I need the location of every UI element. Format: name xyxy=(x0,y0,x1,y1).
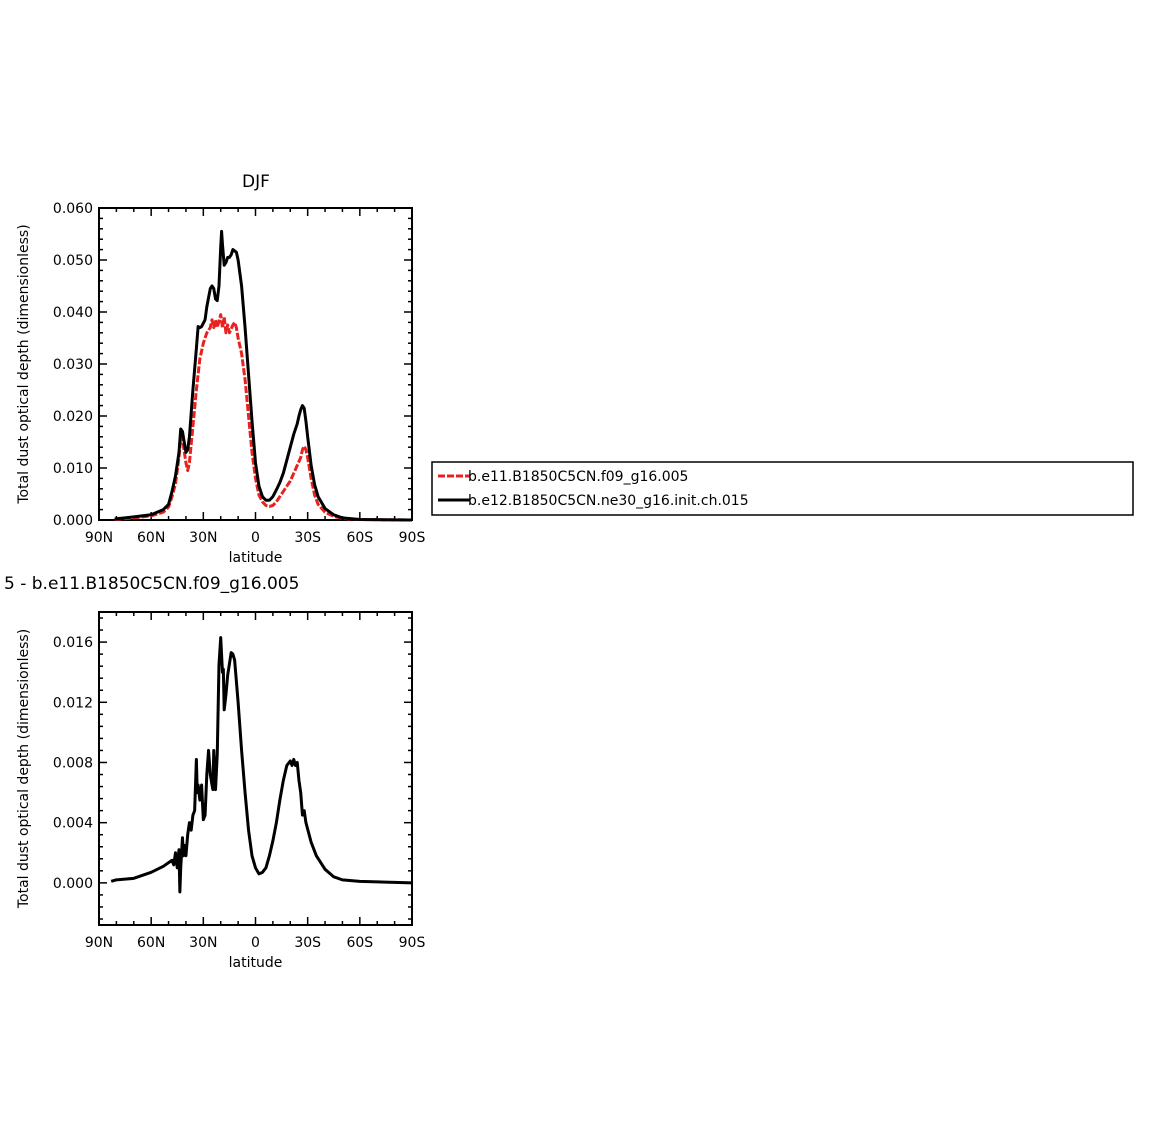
x-axis-label: latitude xyxy=(229,550,283,566)
y-axis-label: Total dust optical depth (dimensionless) xyxy=(16,224,32,504)
plot-frame xyxy=(98,611,413,926)
legend-box xyxy=(431,461,1134,516)
y-tick-label: 0.016 xyxy=(53,635,93,651)
x-tick-label: 90N xyxy=(85,530,113,546)
x-tick-label: 90S xyxy=(399,530,426,546)
y-tick-label: 0.012 xyxy=(53,695,93,711)
legend-label-2: b.e12.B1850C5CN.ne30_g16.init.ch.015 xyxy=(468,493,749,509)
x-tick-label: 0 xyxy=(251,530,260,546)
x-tick-label: 90N xyxy=(85,935,113,951)
x-tick-label: 60N xyxy=(137,935,165,951)
legend: b.e11.B1850C5CN.f09_g16.005 b.e12.B1850C5… xyxy=(431,461,1134,516)
y-tick-label: 0.004 xyxy=(53,816,93,832)
series-line-1 xyxy=(114,313,413,522)
series-line-1 xyxy=(110,636,413,894)
series-line-2 xyxy=(114,229,413,522)
legend-label-1: b.e11.B1850C5CN.f09_g16.005 xyxy=(468,469,688,485)
x-tick-label: 30S xyxy=(294,530,321,546)
y-tick-label: 0.040 xyxy=(53,305,93,321)
x-tick-label: 60S xyxy=(346,530,373,546)
x-tick-label: 30N xyxy=(189,530,217,546)
y-tick-label: 0.000 xyxy=(53,876,93,892)
x-tick-label: 30S xyxy=(294,935,321,951)
y-tick-label: 0.030 xyxy=(53,357,93,373)
x-axis-label: latitude xyxy=(229,955,283,971)
chart-title: 5 - b.e11.B1850C5CN.f09_g16.005 xyxy=(4,574,299,594)
x-tick-label: 60N xyxy=(137,530,165,546)
x-tick-label: 0 xyxy=(251,935,260,951)
y-tick-label: 0.060 xyxy=(53,201,93,217)
x-tick-label: 30N xyxy=(189,935,217,951)
y-axis-label: Total dust optical depth (dimensionless) xyxy=(16,629,32,909)
top-panel-djf: DJF 90N 60N 30N 0 30S 60S 90S 0.000 0.010 0.020 0.0… xyxy=(16,172,425,566)
chart-title: DJF xyxy=(242,172,270,192)
y-tick-label: 0.020 xyxy=(53,409,93,425)
x-tick-label: 60S xyxy=(346,935,373,951)
bottom-panel-difference: 5 - b.e11.B1850C5CN.f09_g16.005 90N 60N 30N… xyxy=(4,574,425,971)
y-tick-label: 0.000 xyxy=(53,513,93,529)
y-tick-label: 0.008 xyxy=(53,755,93,771)
y-tick-label: 0.050 xyxy=(53,253,93,269)
y-tick-label: 0.010 xyxy=(53,461,93,477)
x-tick-label: 90S xyxy=(399,935,426,951)
